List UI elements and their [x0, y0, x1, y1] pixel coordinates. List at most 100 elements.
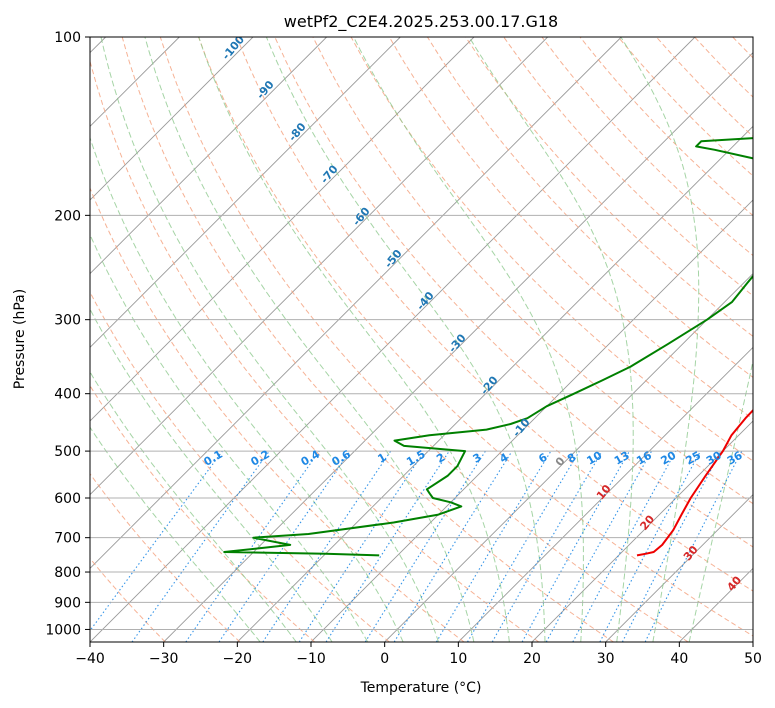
x-tick-label: 10	[449, 651, 467, 667]
temperature-profile	[636, 408, 753, 557]
dry-adiabat-line	[90, 384, 316, 642]
dry-adiabat-line	[465, 37, 753, 338]
mixing-ratio-line	[393, 450, 513, 642]
dry-adiabat-line	[541, 37, 753, 257]
y-tick-label: 800	[54, 565, 81, 581]
mixing-ratio-line	[90, 450, 223, 632]
moist-adiabat-line	[353, 37, 584, 642]
mixing-ratio-line	[644, 450, 743, 642]
dry-adiabat-line	[771, 37, 775, 642]
mixing-ratio-line	[185, 450, 320, 642]
dry-adiabat-label: -70	[318, 162, 341, 186]
isopleth-labels: 0.1 0.2 0.4 0.6 1 1.5 2 3 4 6 8 10 13 16 20 25 30 36-100-…	[201, 37, 744, 594]
y-tick-label: 1000	[45, 622, 81, 638]
moist-adiabat-line	[90, 426, 261, 642]
mixing-ratio-label: 1	[375, 451, 388, 466]
isotherm-line	[90, 37, 401, 348]
chart-title: wetPf2_C2E4.2025.253.00.17.G18	[284, 12, 558, 32]
dry-adiabat-label: -50	[382, 247, 405, 271]
dry-adiabat-label: -30	[446, 331, 469, 355]
dry-adiabat-label: -40	[414, 289, 437, 313]
dry-adiabat-line	[90, 291, 390, 642]
x-tick-label: 0	[380, 651, 389, 667]
dry-adiabat-line	[121, 37, 614, 642]
mixing-ratio-line	[298, 450, 425, 642]
plot-frame	[89, 36, 754, 643]
isotherm-line	[90, 37, 254, 201]
y-tick-label: 600	[54, 491, 81, 507]
dry-adiabat-label: -90	[254, 78, 277, 102]
dry-adiabat-label: -10	[510, 416, 533, 440]
x-tick-label: −10	[296, 651, 326, 667]
y-tick-label: 500	[54, 444, 81, 460]
x-tick-label: −30	[149, 651, 179, 667]
isotherm-line	[90, 37, 475, 422]
y-tick-label: 900	[54, 595, 81, 611]
mixing-ratio-line	[325, 450, 450, 642]
mixing-ratio-label: 3	[471, 451, 484, 466]
mixing-ratio-line	[435, 450, 552, 642]
moist-adiabat-line	[90, 136, 404, 642]
dry-adiabat-line	[426, 37, 753, 378]
x-tick-label: 30	[597, 651, 615, 667]
y-tick-label: 100	[54, 30, 81, 46]
profiles	[223, 137, 753, 557]
mixing-ratio-line	[572, 450, 677, 642]
dry-adiabat-label: 10	[594, 482, 614, 502]
y-axis: 100 200 300 400 500 600 700 800 900 1000	[45, 30, 90, 638]
dry-adiabat-line	[90, 59, 540, 642]
background-lines	[90, 37, 775, 642]
mixing-ratio-line	[262, 450, 392, 642]
isotherm-line	[90, 37, 696, 642]
isotherm-line	[90, 37, 548, 496]
moist-adiabat-line	[144, 37, 475, 642]
isotherm-line	[310, 199, 753, 642]
moist-adiabat-line	[90, 370, 297, 642]
mixing-ratio-label: 6	[536, 450, 549, 465]
dry-adiabat-line	[90, 186, 465, 642]
moist-adiabat-line	[265, 37, 546, 642]
x-tick-label: −20	[223, 651, 253, 667]
isotherm-line	[531, 420, 753, 642]
dry-adiabat-line	[694, 37, 753, 98]
mixing-ratio-line	[621, 450, 722, 642]
dry-adiabat-line	[274, 37, 753, 548]
dry-adiabat-label: -80	[286, 120, 309, 144]
mixing-ratio-line	[218, 450, 351, 642]
moist-adiabat-line	[688, 358, 753, 642]
isotherm-line	[90, 37, 327, 275]
moist-adiabat-line	[90, 233, 369, 642]
y-tick-label: 200	[54, 208, 81, 224]
y-tick-label: 400	[54, 387, 81, 403]
x-tick-label: 20	[523, 651, 541, 667]
x-tick-label: 40	[670, 651, 688, 667]
dry-adiabat-line	[503, 37, 753, 297]
dry-adiabat-line	[388, 37, 753, 420]
isotherm-line	[90, 37, 622, 569]
mixing-ratio-line	[545, 450, 653, 642]
mixing-ratio-label: 4	[497, 450, 510, 465]
dry-adiabat-label: -60	[350, 205, 373, 229]
moist-adiabat-line	[620, 37, 700, 642]
x-tick-label: 50	[744, 651, 762, 667]
dry-adiabat-label: 30	[681, 543, 701, 563]
dry-adiabat-line	[90, 557, 166, 642]
dry-adiabat-label: 40	[724, 573, 744, 593]
moist-adiabat-line	[468, 37, 634, 642]
isotherm-line	[384, 273, 753, 642]
x-axis: −40 −30 −20 −10 0 10 20 30 40 50	[75, 642, 762, 667]
isotherm-line	[458, 346, 753, 642]
dewpoint-profile	[223, 137, 753, 557]
isotherm-line	[752, 641, 753, 642]
y-tick-label: 700	[54, 531, 81, 547]
pressure-gridlines	[90, 37, 753, 630]
mixing-ratio-line	[521, 450, 630, 642]
y-axis-title: Pressure (hPa)	[12, 289, 28, 389]
y-tick-label: 300	[54, 313, 81, 329]
mixing-ratio-line	[364, 450, 486, 642]
dry-adiabat-line	[350, 37, 753, 462]
x-axis-title: Temperature (°C)	[360, 680, 482, 696]
dry-adiabat-line	[198, 37, 753, 637]
moist-adiabat-line	[90, 308, 333, 642]
